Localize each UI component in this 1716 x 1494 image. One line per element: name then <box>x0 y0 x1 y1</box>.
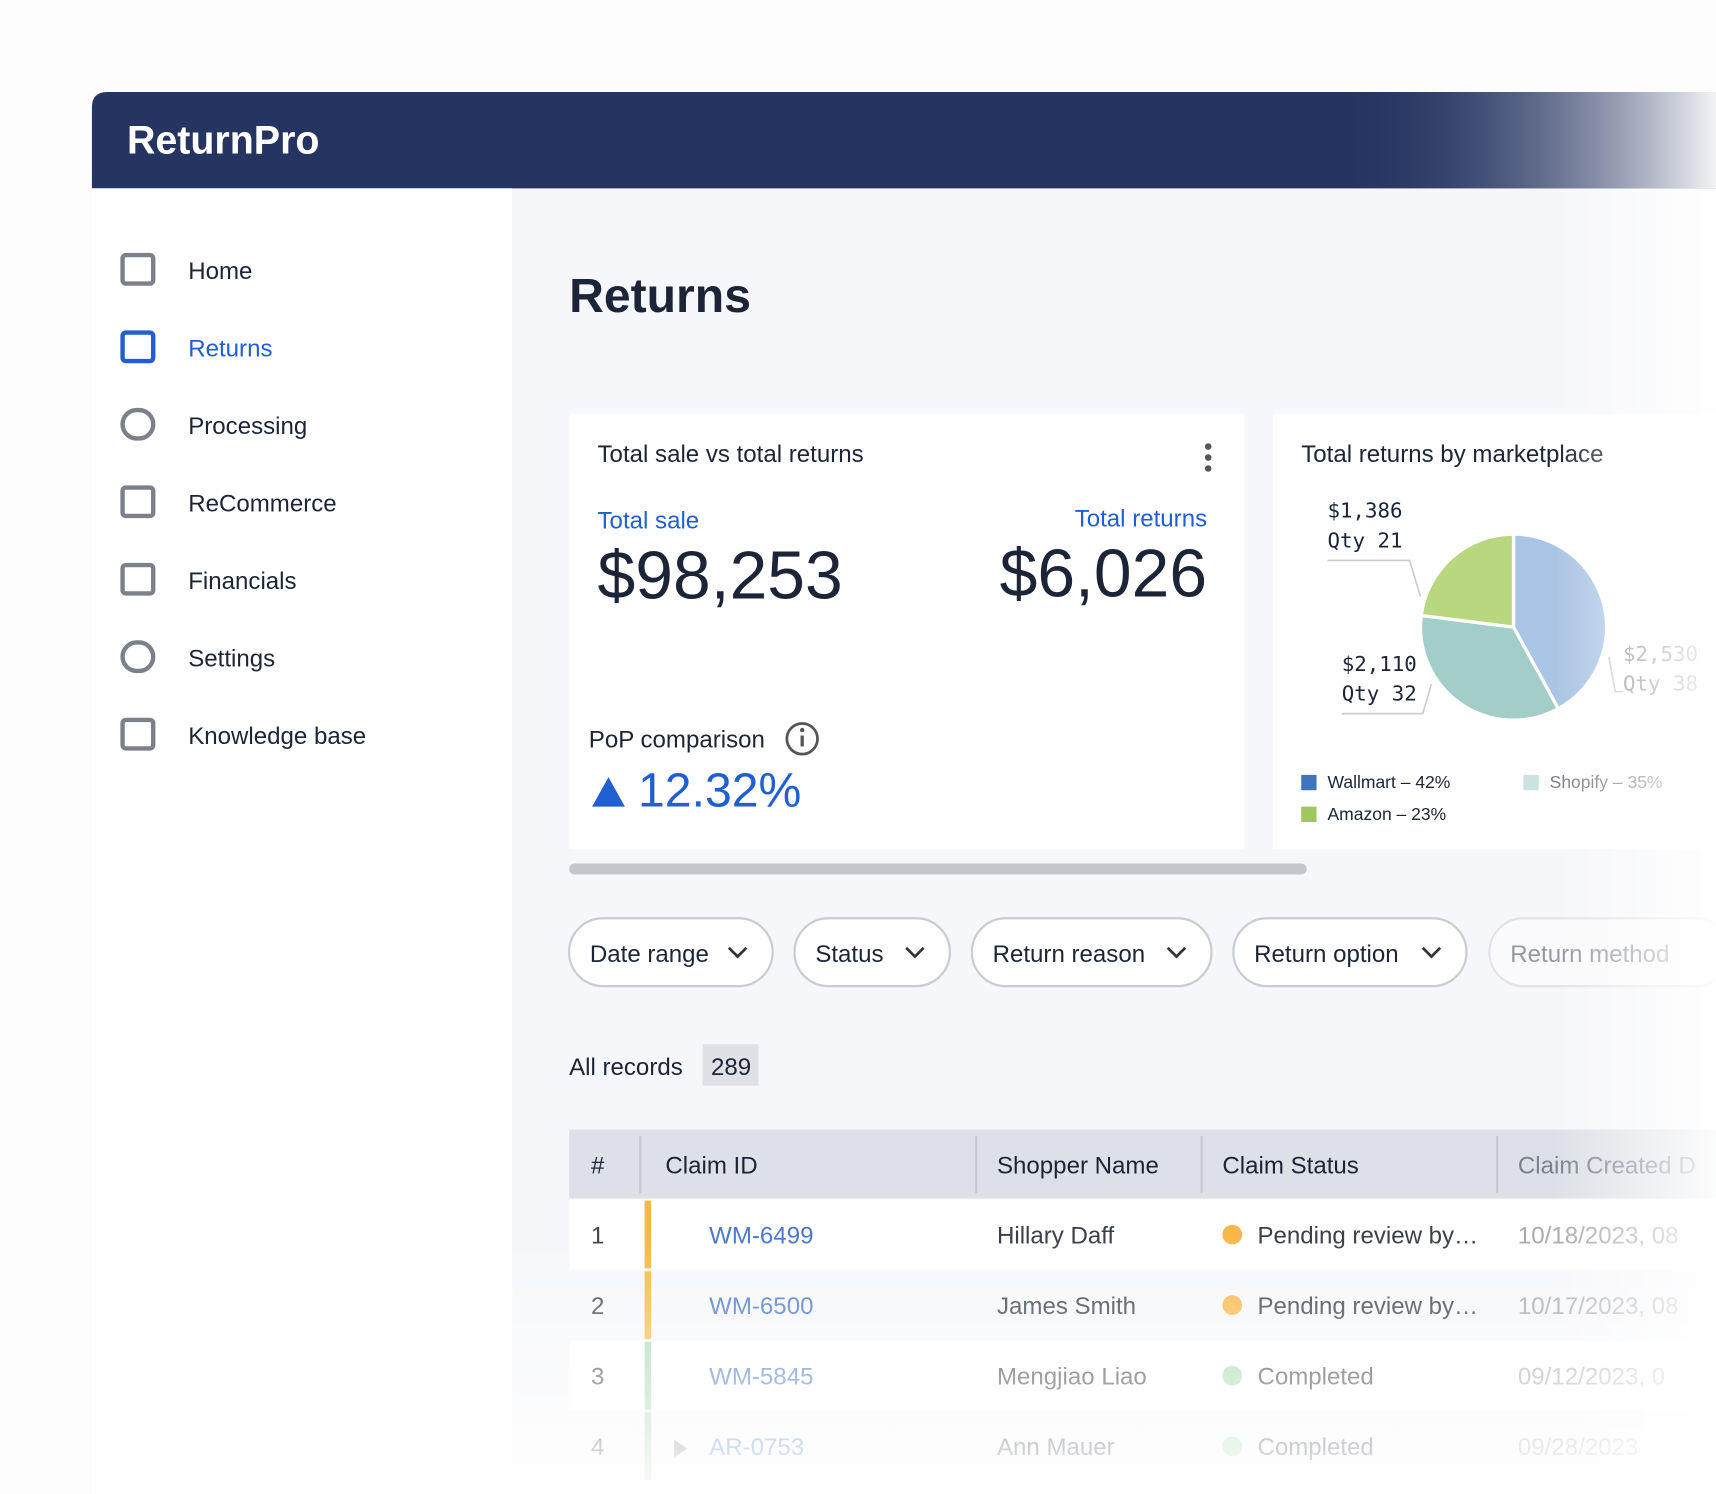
pill-border <box>1232 917 1468 988</box>
nav-icon <box>120 640 156 674</box>
nav-label: ReCommerce <box>188 491 336 518</box>
filter-pill[interactable]: Return option <box>1232 917 1468 988</box>
nav-label: Home <box>188 258 252 285</box>
nav-item[interactable]: Financials <box>120 562 297 596</box>
nav-icon <box>120 330 156 364</box>
column-header: Claim ID <box>665 1152 757 1179</box>
nav-icon <box>120 485 156 519</box>
header <box>91 92 1716 189</box>
sale-value: $98,253 <box>598 539 843 614</box>
legend-swatch <box>1523 774 1539 791</box>
nav-label: Financials <box>188 568 296 595</box>
more-menu[interactable] <box>1204 443 1212 472</box>
filter-pill[interactable]: Date range <box>567 917 774 988</box>
filter-label: Return reason <box>993 941 1145 968</box>
records-count: 289 <box>711 1054 751 1081</box>
pill-border <box>970 917 1213 988</box>
pill-border <box>567 917 774 988</box>
legend-label: Wallmart – 42% <box>1327 772 1450 792</box>
legend-label: Amazon – 23% <box>1327 804 1446 824</box>
summary-card <box>569 413 1245 850</box>
chevron <box>727 946 748 959</box>
filter-label: Return option <box>1254 941 1398 968</box>
info-icon[interactable] <box>785 722 819 756</box>
scrollbar[interactable] <box>569 863 1307 875</box>
column-header: # <box>591 1152 605 1179</box>
up-arrow <box>592 777 625 807</box>
status-bar <box>644 1200 652 1269</box>
nav-item[interactable]: Processing <box>120 407 308 441</box>
nav-item[interactable]: Knowledge base <box>120 717 367 751</box>
legend-swatch <box>1301 774 1317 791</box>
nav-item[interactable]: ReCommerce <box>120 485 337 519</box>
returns-value: $6,026 <box>1000 537 1208 612</box>
records-badge <box>702 1044 759 1086</box>
nav-label: Settings <box>188 646 275 673</box>
slice-amount: $1,386 <box>1327 499 1402 523</box>
pie-title: Total returns by marketplace <box>1301 441 1603 468</box>
pop-value: 12.32% <box>638 764 801 818</box>
nav-label: Knowledge base <box>188 723 366 750</box>
nav-label: Processing <box>188 413 307 440</box>
nav-icon <box>120 407 156 441</box>
right-fade <box>1554 188 1716 1494</box>
slice-amount: $2,110 <box>1342 652 1417 676</box>
chevron <box>1166 946 1187 959</box>
nav-label: Returns <box>188 336 272 363</box>
nav-icon <box>120 562 156 596</box>
logo: ReturnPro <box>127 118 320 162</box>
slice-qty: Qty 21 <box>1327 528 1402 552</box>
slice-qty: Qty 32 <box>1342 681 1417 705</box>
records-label: All records <box>569 1054 683 1081</box>
nav-item[interactable]: Settings <box>120 640 276 674</box>
column-header: Shopper Name <box>997 1152 1159 1179</box>
chevron <box>905 946 925 959</box>
nav-item[interactable]: Returns <box>120 330 273 364</box>
table-header <box>569 1129 1716 1199</box>
nav-icon <box>120 717 156 751</box>
chevron <box>1421 946 1442 959</box>
pie-slice <box>1419 532 1516 630</box>
filter-pill[interactable]: Return reason <box>970 917 1213 988</box>
pill-border <box>793 917 952 988</box>
sale-label: Total sale <box>598 508 700 535</box>
legend-swatch <box>1301 806 1317 822</box>
card-title: Total sale vs total returns <box>598 441 864 468</box>
pop-label: PoP comparison <box>589 727 765 754</box>
bottom-fade <box>91 1236 1716 1494</box>
filter-label: Status <box>815 941 883 968</box>
pie-slice <box>1418 613 1561 722</box>
nav-icon <box>120 252 156 286</box>
returns-label: Total returns <box>1075 505 1207 532</box>
filter-pill[interactable]: Status <box>793 917 952 988</box>
nav-item[interactable]: Home <box>120 252 253 286</box>
page-title: Returns <box>569 269 751 323</box>
header-fade <box>1335 92 1716 189</box>
filter-label: Date range <box>590 941 709 968</box>
column-header: Claim Status <box>1222 1152 1358 1179</box>
